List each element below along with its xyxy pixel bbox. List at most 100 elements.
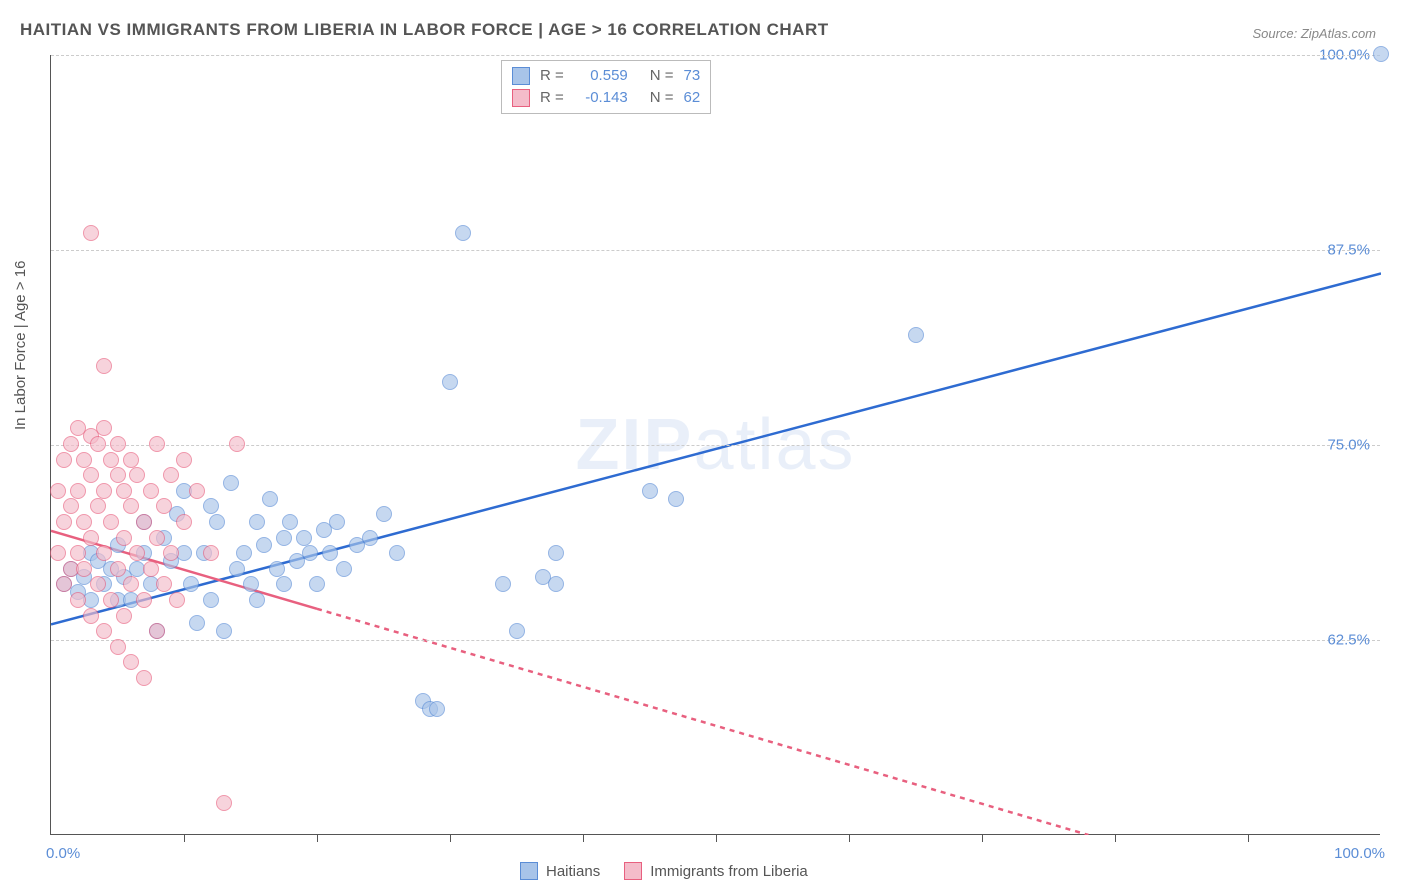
data-point <box>136 670 152 686</box>
gridline <box>51 250 1380 251</box>
data-point <box>322 545 338 561</box>
gridline <box>51 445 1380 446</box>
data-point <box>110 467 126 483</box>
data-point <box>110 561 126 577</box>
data-point <box>103 452 119 468</box>
data-point <box>203 545 219 561</box>
data-point <box>143 561 159 577</box>
data-point <box>70 592 86 608</box>
data-point <box>276 576 292 592</box>
data-point <box>123 576 139 592</box>
data-point <box>123 498 139 514</box>
data-point <box>908 327 924 343</box>
data-point <box>70 483 86 499</box>
n-value: 62 <box>684 87 701 109</box>
y-axis-label: In Labor Force | Age > 16 <box>12 261 29 430</box>
data-point <box>56 576 72 592</box>
data-point <box>262 491 278 507</box>
data-point <box>548 576 564 592</box>
data-point <box>455 225 471 241</box>
x-tick <box>982 834 983 842</box>
data-point <box>642 483 658 499</box>
data-point <box>136 514 152 530</box>
legend-item: Haitians <box>520 862 600 880</box>
data-point <box>83 225 99 241</box>
data-point <box>63 498 79 514</box>
data-point <box>96 483 112 499</box>
r-value: 0.559 <box>574 65 628 87</box>
data-point <box>96 545 112 561</box>
x-tick <box>583 834 584 842</box>
data-point <box>329 514 345 530</box>
data-point <box>103 592 119 608</box>
data-point <box>116 483 132 499</box>
data-point <box>376 506 392 522</box>
x-tick <box>1115 834 1116 842</box>
n-label: N = <box>650 87 674 109</box>
legend-swatch <box>520 862 538 880</box>
data-point <box>229 436 245 452</box>
data-point <box>76 561 92 577</box>
plot-area: ZIPatlas R =0.559N =73R =-0.143N =62 0.0… <box>50 55 1380 835</box>
x-tick <box>1248 834 1249 842</box>
x-tick <box>849 834 850 842</box>
data-point <box>76 514 92 530</box>
data-point <box>429 701 445 717</box>
data-point <box>249 514 265 530</box>
r-value: -0.143 <box>574 87 628 109</box>
data-point <box>123 452 139 468</box>
data-point <box>96 623 112 639</box>
data-point <box>668 491 684 507</box>
data-point <box>70 545 86 561</box>
legend-item: Immigrants from Liberia <box>624 862 808 880</box>
data-point <box>136 592 152 608</box>
data-point <box>209 514 225 530</box>
data-point <box>183 576 199 592</box>
data-point <box>103 514 119 530</box>
data-point <box>96 420 112 436</box>
y-tick-label: 87.5% <box>1327 242 1370 259</box>
n-label: N = <box>650 65 674 87</box>
data-point <box>296 530 312 546</box>
y-tick-label: 62.5% <box>1327 632 1370 649</box>
data-point <box>1373 46 1389 62</box>
data-point <box>56 514 72 530</box>
legend-swatch <box>512 67 530 85</box>
data-point <box>216 623 232 639</box>
data-point <box>282 514 298 530</box>
data-point <box>189 483 205 499</box>
legend-swatch <box>624 862 642 880</box>
legend-label: Immigrants from Liberia <box>650 863 808 880</box>
data-point <box>156 498 172 514</box>
x-tick <box>716 834 717 842</box>
data-point <box>269 561 285 577</box>
data-point <box>223 475 239 491</box>
source-attribution: Source: ZipAtlas.com <box>1252 26 1376 41</box>
data-point <box>50 545 66 561</box>
data-point <box>163 545 179 561</box>
data-point <box>129 467 145 483</box>
data-point <box>276 530 292 546</box>
data-point <box>83 530 99 546</box>
x-tick <box>184 834 185 842</box>
data-point <box>203 592 219 608</box>
data-point <box>123 654 139 670</box>
data-point <box>83 467 99 483</box>
data-point <box>156 576 172 592</box>
data-point <box>116 608 132 624</box>
n-value: 73 <box>684 65 701 87</box>
data-point <box>256 537 272 553</box>
stats-legend: R =0.559N =73R =-0.143N =62 <box>501 60 711 114</box>
stats-row: R =0.559N =73 <box>512 65 700 87</box>
data-point <box>442 374 458 390</box>
data-point <box>110 436 126 452</box>
data-point <box>83 608 99 624</box>
data-point <box>56 452 72 468</box>
data-point <box>176 452 192 468</box>
data-point <box>203 498 219 514</box>
data-point <box>236 545 252 561</box>
data-point <box>389 545 405 561</box>
data-point <box>309 576 325 592</box>
data-point <box>336 561 352 577</box>
legend-label: Haitians <box>546 863 600 880</box>
